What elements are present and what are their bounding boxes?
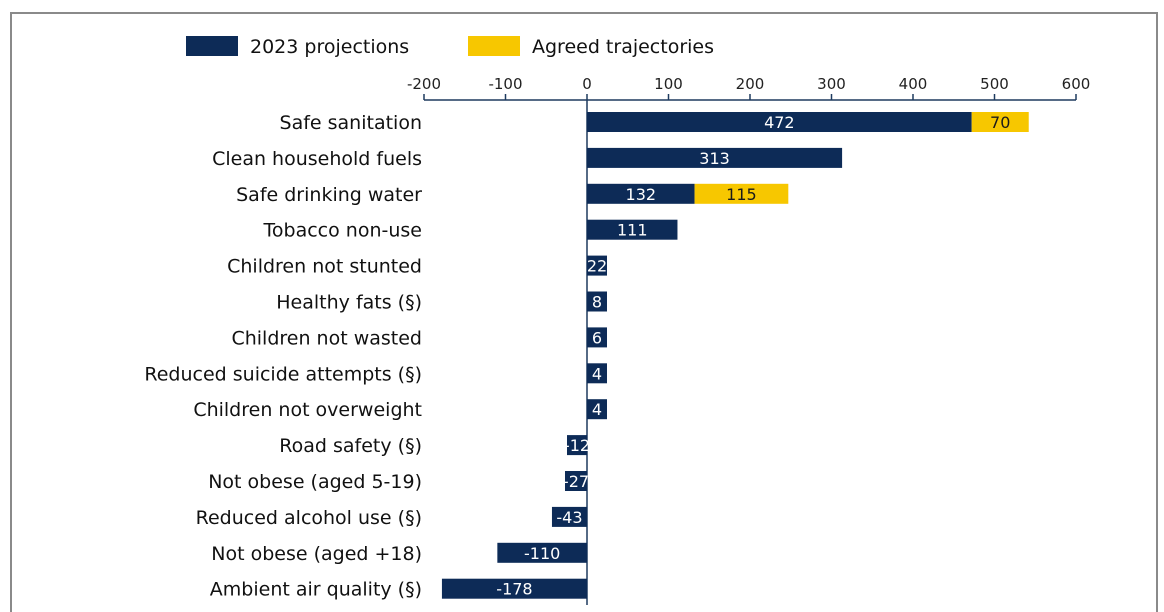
category-label: Not obese (aged 5-19)	[208, 471, 422, 493]
legend-label-agreed: Agreed trajectories	[532, 36, 714, 58]
bar-value-label: 4	[592, 364, 602, 383]
legend-swatch-agreed	[468, 36, 520, 56]
bar-value-label: 132	[626, 185, 657, 204]
category-label: Healthy fats (§)	[276, 292, 422, 314]
bar-value-label: 8	[592, 293, 602, 312]
bar-projection	[587, 363, 607, 384]
x-tick-label: -100	[488, 75, 522, 93]
category-label: Reduced alcohol use (§)	[196, 507, 422, 529]
bar-value-label: 70	[990, 113, 1010, 132]
legend: 2023 projections Agreed trajectories	[186, 36, 714, 58]
x-tick-label: 400	[899, 75, 928, 93]
bar-value-label: 6	[592, 328, 602, 347]
category-label: Safe drinking water	[236, 184, 422, 206]
bar-value-label: -12	[564, 436, 590, 455]
category-label: Children not overweight	[193, 399, 422, 421]
bar-value-label: 4	[592, 400, 602, 419]
x-tick-label: -200	[407, 75, 441, 93]
bar-projection	[567, 435, 587, 456]
bar-value-label: 313	[699, 149, 730, 168]
bar-value-label: 22	[587, 257, 607, 276]
bar-value-label: -27	[563, 472, 589, 491]
bar-value-label: 472	[764, 113, 795, 132]
bar-projection	[587, 327, 607, 348]
category-label: Reduced suicide attempts (§)	[144, 363, 422, 385]
x-tick-label: 600	[1062, 75, 1091, 93]
bar-projection	[587, 183, 695, 204]
bar-value-label: 115	[726, 185, 757, 204]
x-tick-label: 100	[654, 75, 683, 93]
bar-projection	[587, 147, 843, 168]
x-tick-label: 300	[817, 75, 846, 93]
bar-value-label: -178	[496, 580, 532, 599]
x-tick-label: 0	[582, 75, 592, 93]
bar-projection	[587, 291, 607, 312]
bar-agreed	[971, 112, 1029, 132]
category-labels: Safe sanitation Clean household fuels Safe…	[144, 112, 422, 601]
bar-value-label: 111	[617, 221, 648, 240]
category-label: Clean household fuels	[212, 148, 422, 170]
category-label: Not obese (aged +18)	[211, 543, 422, 565]
bar-projection	[564, 471, 587, 491]
bar-projection	[587, 399, 607, 420]
x-tick-label: 200	[736, 75, 765, 93]
bar-projection	[587, 112, 972, 132]
bar-projection	[587, 255, 607, 276]
category-label: Safe sanitation	[280, 112, 422, 134]
chart-frame	[10, 12, 1158, 612]
bar-projection	[441, 578, 587, 599]
bar-value-label: -43	[556, 508, 582, 527]
category-label: Road safety (§)	[279, 435, 422, 457]
bar-projection	[497, 542, 587, 563]
bar-value-label: -110	[524, 544, 560, 563]
x-axis: -200 -100 0 100 200 300 400 500 600	[407, 75, 1090, 605]
category-label: Children not wasted	[231, 327, 422, 349]
legend-label-projections: 2023 projections	[250, 36, 409, 58]
x-tick-label: 500	[980, 75, 1009, 93]
bar-projection	[587, 219, 678, 240]
category-label: Children not stunted	[227, 256, 422, 278]
legend-swatch-projections	[186, 36, 238, 56]
bar-projection	[551, 506, 587, 527]
bar-agreed	[694, 183, 789, 204]
category-label: Ambient air quality (§)	[210, 579, 422, 601]
category-label: Tobacco non-use	[263, 220, 422, 242]
